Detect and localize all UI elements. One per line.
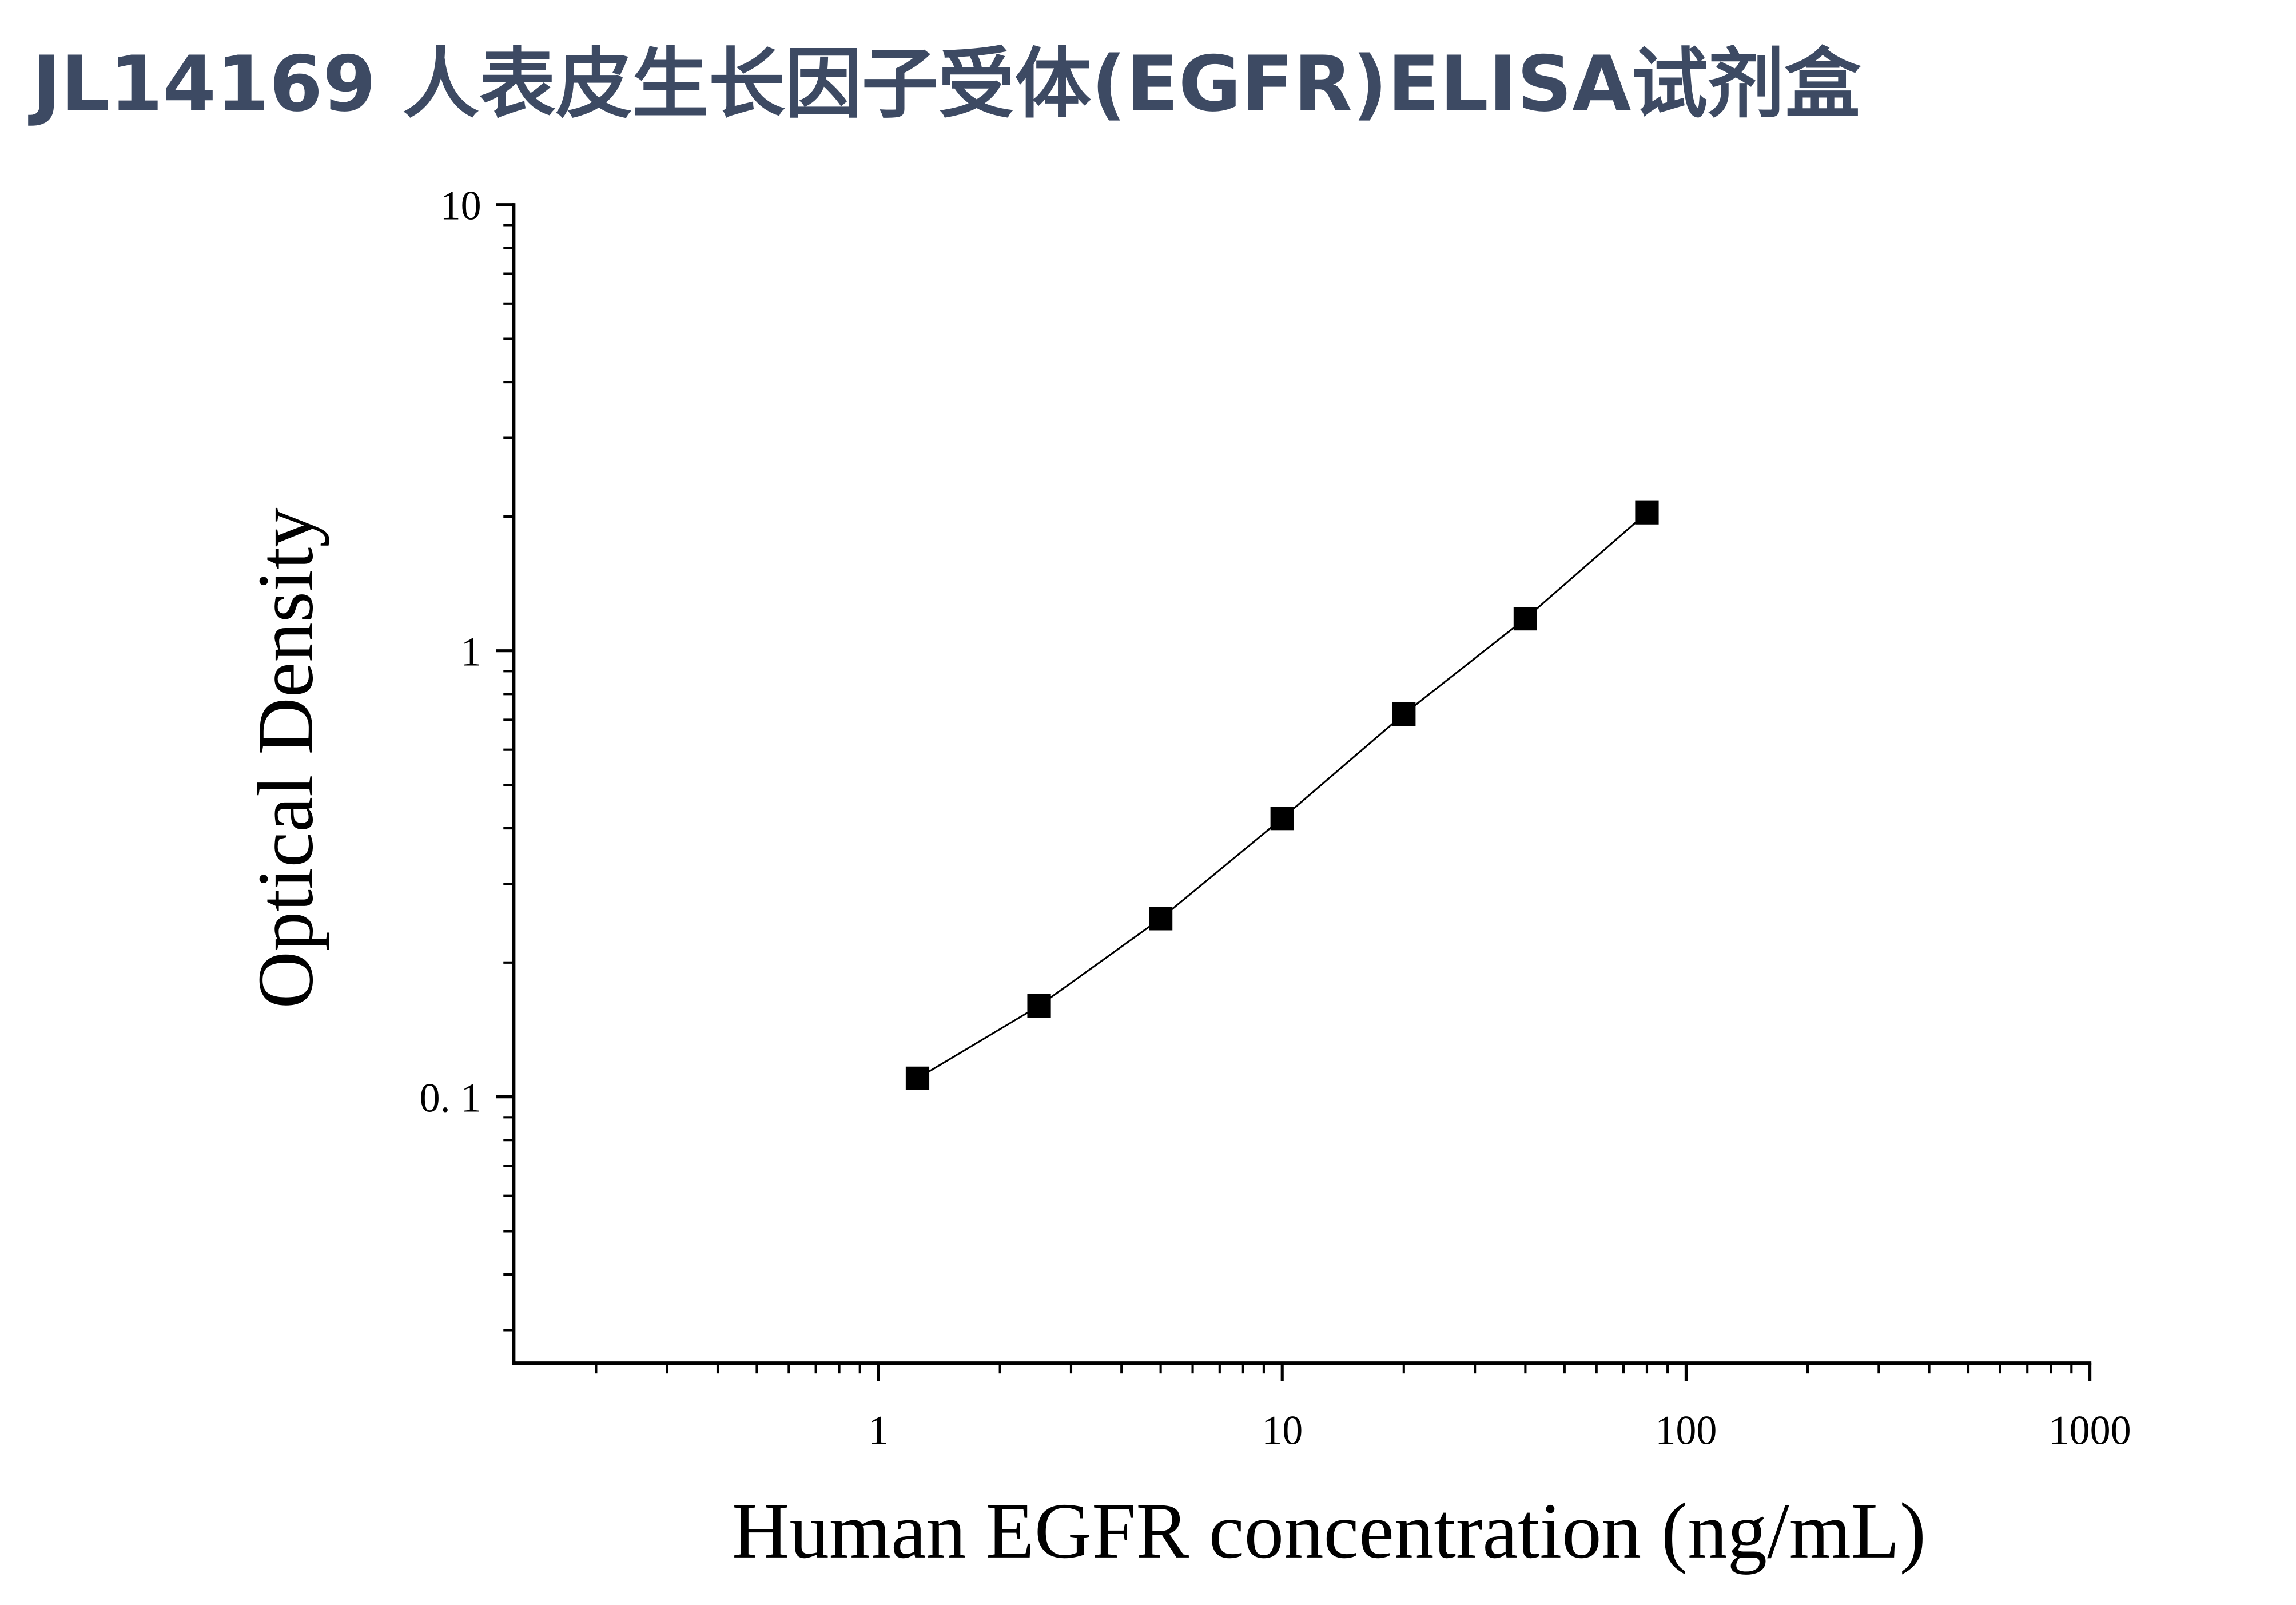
data-point	[1635, 500, 1659, 525]
x-tick-label: 10	[1262, 1408, 1303, 1453]
y-tick-label: 1	[461, 629, 482, 674]
chart-title: JL14169 人表皮生长因子受体(EGFR)ELISA试剂盒	[28, 39, 1862, 129]
data-point	[1513, 607, 1537, 631]
data-point	[1392, 702, 1416, 726]
data-point	[905, 1066, 930, 1090]
x-axis-label: Human EGFR concentration (ng/mL)	[732, 1487, 1926, 1575]
data-point	[1027, 994, 1051, 1018]
x-tick-label: 100	[1655, 1408, 1717, 1453]
y-tick-label: 0. 1	[420, 1075, 482, 1121]
x-tick-label: 1	[868, 1408, 889, 1453]
x-tick-label: 1000	[2049, 1408, 2131, 1453]
data-point	[1270, 807, 1294, 831]
fit-line	[917, 512, 1648, 1079]
y-tick-label: 10	[440, 182, 482, 228]
data-point	[1149, 907, 1173, 931]
y-axis-label: Optical Density	[242, 507, 330, 1008]
